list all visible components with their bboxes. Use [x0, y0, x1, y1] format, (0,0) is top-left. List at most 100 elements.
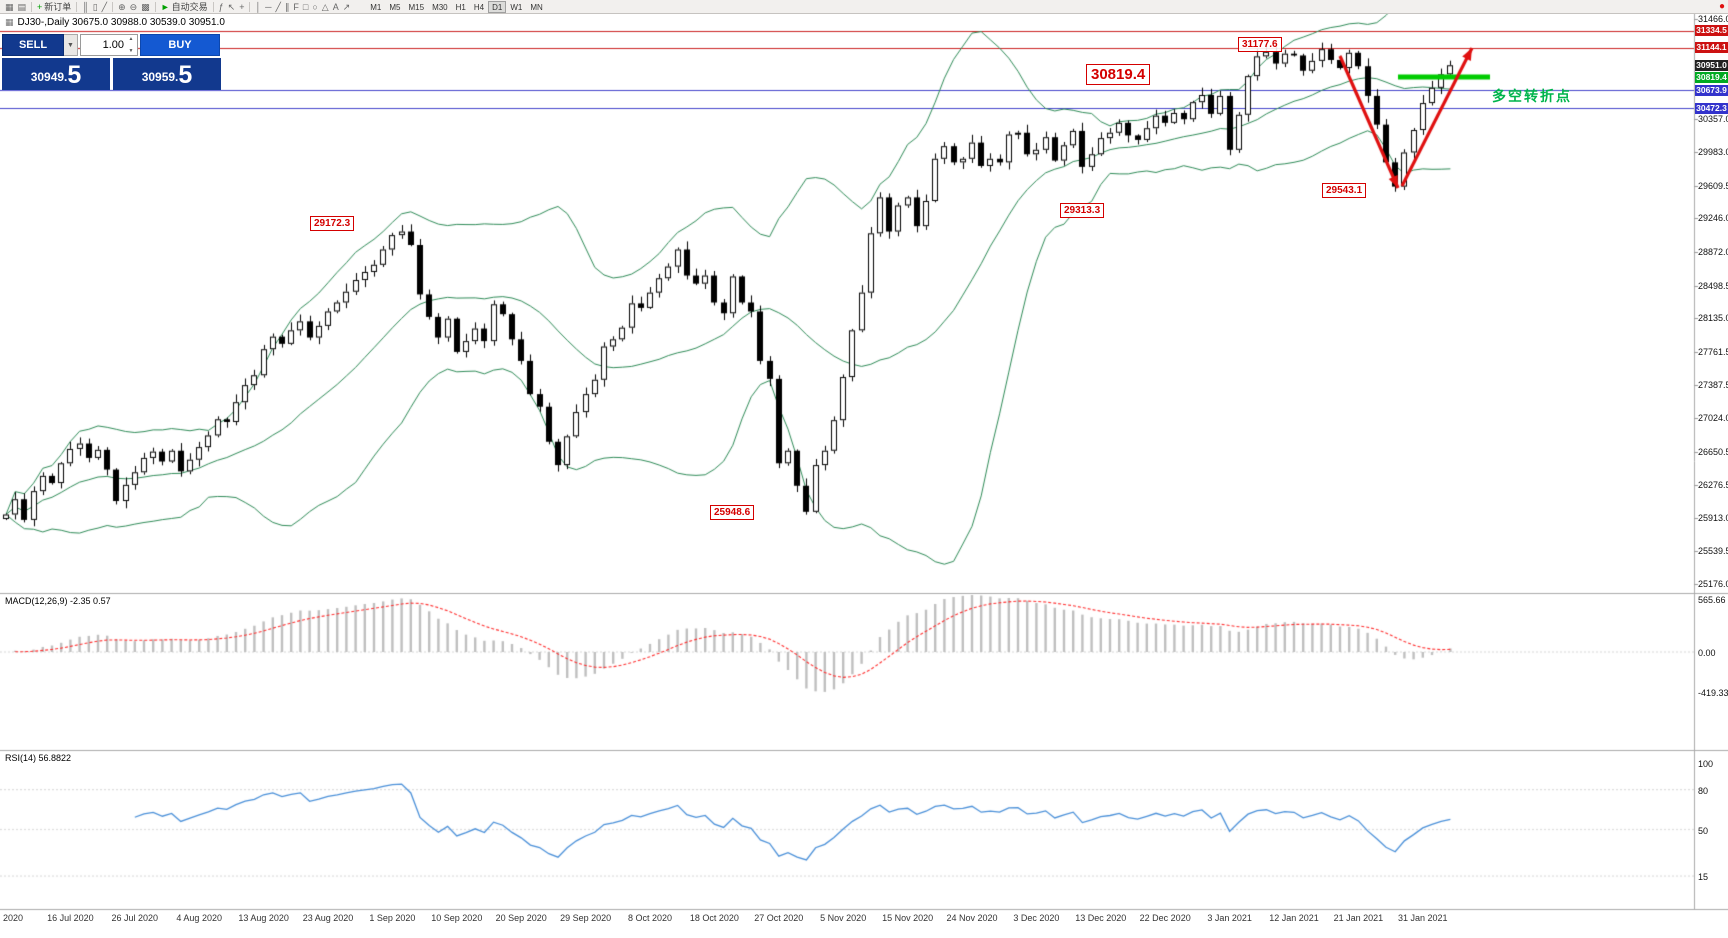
zoom-in-icon[interactable]: ⊕ — [116, 1, 128, 13]
vertical-line-icon[interactable]: │ — [253, 1, 263, 13]
timeframe-mn[interactable]: MN — [530, 2, 543, 12]
new-order-button[interactable]: + 新订单 — [35, 1, 73, 13]
timeframe-h4[interactable]: H4 — [473, 2, 485, 12]
time-axis-label: 3 Dec 2020 — [1013, 913, 1060, 923]
one-click-trading-panel: SELL ▼ ▲ ▼ BUY 30949. 5 30959. 5 — [2, 34, 224, 90]
price-label-flag[interactable]: 29543.1 — [1322, 183, 1367, 198]
sell-button[interactable]: SELL — [2, 34, 64, 56]
chart-title-text: DJ30-,Daily 30675.0 30988.0 30539.0 3095… — [17, 17, 225, 28]
arrow-tool-icon[interactable]: ↗ — [341, 1, 353, 13]
price-label-flag[interactable]: 25948.6 — [710, 505, 755, 520]
bar-chart-icon: ║ — [82, 1, 89, 12]
horizontal-line-icon[interactable]: ─ — [263, 1, 273, 13]
autotrading-button-label: 自动交易 — [171, 2, 208, 12]
macd-indicator-label: MACD(12,26,9) -2.35 0.57 — [5, 596, 111, 606]
chevron-down-icon: ▼ — [67, 41, 74, 49]
vertical-line-icon: │ — [255, 1, 262, 12]
text-tool-icon: A — [332, 1, 339, 12]
timeframe-w1[interactable]: W1 — [510, 2, 523, 12]
fibonacci-icon[interactable]: F — [291, 1, 301, 13]
price-axis-marker: 30819.4 — [1695, 71, 1728, 83]
timeframe-m30[interactable]: M30 — [432, 2, 448, 12]
bar-chart-icon[interactable]: ║ — [80, 1, 90, 13]
time-axis-label: 10 Sep 2020 — [431, 913, 483, 923]
price-axis-marker: 30472.3 — [1695, 102, 1728, 114]
rsi-axis-tick: 15 — [1698, 872, 1709, 883]
cursor-icon[interactable]: ↖ — [226, 1, 238, 13]
ellipse-icon[interactable]: ○ — [310, 1, 319, 13]
new-chart-icon[interactable]: ▦ — [3, 1, 16, 13]
rsi-axis-tick: 80 — [1698, 785, 1709, 796]
timeframe-m15[interactable]: M15 — [408, 2, 425, 12]
time-axis-label: 16 Jul 2020 — [47, 913, 94, 923]
volume-spinner[interactable]: ▲ ▼ — [126, 36, 136, 54]
price-label-flag[interactable]: 29172.3 — [310, 216, 355, 231]
profiles-icon[interactable]: ▤ — [16, 1, 29, 13]
shapes-icon[interactable]: □ — [301, 1, 310, 13]
price-axis-tick: 27761.5 — [1698, 346, 1728, 357]
price-label-flag[interactable]: 29313.3 — [1060, 203, 1105, 218]
trade-price-row: 30949. 5 30959. 5 — [2, 58, 224, 90]
volume-input[interactable] — [81, 35, 137, 55]
timeframe-d1[interactable]: D1 — [488, 0, 507, 13]
tile-windows-icon[interactable]: ▩ — [139, 1, 152, 13]
toolbar-icon-group: ▦ ▤ + 新订单 ║ ▯ ╱ ⊕ ⊖ ▩ ► 自动交易 ƒ ↖ + │ ─ ╱ ∥ F □ ○ △ A ↗ — [3, 1, 352, 13]
spinner-down-icon[interactable]: ▼ — [128, 48, 134, 54]
price-label-flag[interactable]: 30819.4 — [1086, 64, 1151, 85]
volume-dropdown[interactable]: ▼ — [64, 34, 78, 56]
time-axis-label: 5 Nov 2020 — [820, 913, 867, 923]
toolbar-separator — [76, 1, 78, 12]
zoom-out-icon[interactable]: ⊖ — [128, 1, 140, 13]
timeframe-m1[interactable]: M1 — [370, 2, 382, 12]
price-axis-tick: 29983.0 — [1698, 147, 1728, 158]
fibonacci-icon: F — [293, 1, 299, 12]
macd-values: -2.35 0.57 — [70, 596, 111, 606]
spinner-up-icon[interactable]: ▲ — [128, 36, 134, 42]
zoom-in-icon: ⊕ — [118, 1, 126, 12]
text-tool-icon[interactable]: A — [331, 1, 341, 13]
toolbar-separator — [112, 1, 114, 12]
profiles-icon: ▤ — [17, 1, 27, 12]
timeframe-m5[interactable]: M5 — [389, 2, 401, 12]
price-label-flag[interactable]: 31177.6 — [1238, 37, 1282, 52]
time-axis-label: 31 Jan 2021 — [1398, 913, 1448, 923]
line-chart-icon[interactable]: ╱ — [100, 1, 109, 13]
trade-buttons-row: SELL ▼ ▲ ▼ BUY — [2, 34, 224, 56]
price-axis-tick: 28872.0 — [1698, 247, 1728, 258]
autotrading-button[interactable]: ► 自动交易 — [159, 1, 210, 13]
timeframe-h1[interactable]: H1 — [455, 2, 466, 12]
channel-icon[interactable]: ∥ — [283, 1, 292, 13]
price-axis-tick: 29246.0 — [1698, 213, 1728, 224]
time-axis-label: 22 Dec 2020 — [1139, 913, 1191, 923]
main-toolbar: ▦ ▤ + 新订单 ║ ▯ ╱ ⊕ ⊖ ▩ ► 自动交易 ƒ ↖ + │ ─ ╱ ∥ F □ ○ △ A ↗ M1 M5 M15 M3… — [0, 0, 1728, 14]
rsi-axis-tick: 100 — [1698, 759, 1714, 769]
rsi-value: 56.8822 — [38, 753, 72, 763]
price-axis-tick: 28135.0 — [1698, 313, 1728, 324]
price-axis-tick: 25913.0 — [1698, 512, 1728, 523]
price-axis-marker: 31144.1 — [1695, 42, 1728, 54]
time-axis-label: 20 Sep 2020 — [495, 913, 547, 923]
crosshair-icon[interactable]: + — [237, 1, 246, 13]
time-axis-label: 26 Jul 2020 — [111, 913, 159, 923]
sell-price-display[interactable]: 30949. 5 — [2, 58, 110, 90]
buy-button[interactable]: BUY — [140, 34, 220, 56]
time-axis-label: Jul 2020 — [0, 913, 24, 923]
indicators-icon[interactable]: ƒ — [217, 1, 226, 13]
triangle-icon[interactable]: △ — [320, 1, 331, 13]
candlestick-chart-icon[interactable]: ▯ — [91, 1, 100, 13]
price-axis-marker: 31334.5 — [1695, 25, 1728, 37]
buy-price-display[interactable]: 30959. 5 — [113, 58, 221, 90]
toolbar-separator — [212, 1, 214, 12]
price-axis-tick: 26276.5 — [1698, 480, 1728, 491]
trendline-icon[interactable]: ╱ — [273, 1, 282, 13]
new-chart-icon: ▦ — [5, 1, 14, 12]
price-axis-tick: 29609.5 — [1698, 180, 1728, 191]
ellipse-icon: ○ — [312, 1, 318, 12]
time-axis-label: 23 Aug 2020 — [302, 913, 354, 923]
sell-price-main: 30949. — [30, 70, 68, 84]
time-axis-label: 27 Oct 2020 — [754, 913, 804, 923]
mql5-community-icon[interactable]: ● — [1718, 1, 1725, 12]
time-axis-label: 15 Nov 2020 — [882, 913, 934, 923]
annotation-text[interactable]: 多空转折点 — [1492, 88, 1572, 104]
